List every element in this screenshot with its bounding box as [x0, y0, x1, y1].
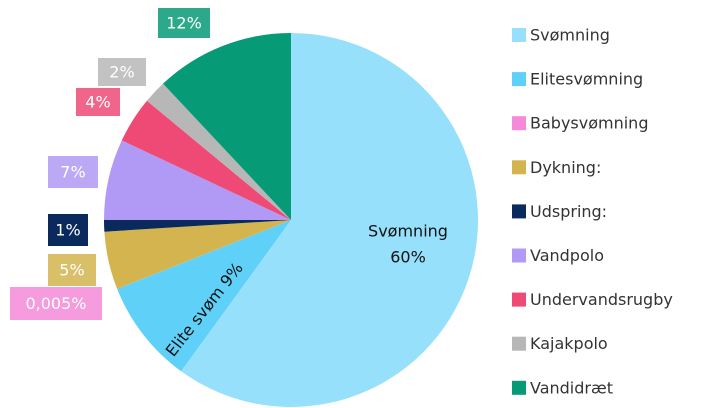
data-label: 12% — [166, 14, 202, 33]
legend-label: Elitesvømning — [530, 70, 643, 89]
data-label: 0,005% — [25, 294, 86, 313]
pie-slice — [104, 140, 291, 220]
label-box — [48, 254, 96, 286]
pie-slice — [121, 100, 291, 220]
data-label: 60% — [390, 248, 426, 267]
legend-label: Vandpolo — [530, 246, 604, 265]
legend-swatch — [512, 380, 526, 395]
label-box — [10, 287, 102, 320]
data-label: 7% — [60, 163, 85, 182]
pie-slice — [117, 220, 291, 372]
pie-slice — [117, 220, 291, 289]
legend-label: Kajakpolo — [530, 334, 608, 353]
legend-swatch — [512, 292, 526, 307]
legend-swatch — [512, 248, 526, 263]
label-box — [48, 214, 88, 246]
pie-slice — [162, 33, 291, 220]
legend-swatch — [512, 72, 526, 87]
data-label: 5% — [59, 261, 84, 280]
legend-swatch — [512, 28, 526, 42]
label-box — [98, 58, 146, 86]
legend-label: Babysvømning — [530, 114, 648, 133]
legend-swatch — [512, 336, 526, 351]
legend-swatch — [512, 160, 526, 175]
label-box — [48, 156, 98, 188]
legend-swatch — [512, 116, 526, 131]
data-label: 1% — [55, 221, 80, 240]
pie-slice — [146, 83, 291, 220]
legend-label: Svømning — [530, 26, 610, 45]
pie-slice — [181, 33, 478, 408]
label-box — [158, 8, 210, 38]
legend-label: Vandidræt — [530, 378, 613, 397]
label-box — [76, 88, 120, 116]
legend-label: Dykning: — [530, 158, 601, 177]
legend-swatch — [512, 204, 526, 219]
pie-slice — [104, 220, 291, 289]
legend-label: Undervandsrugby — [530, 290, 673, 309]
slice-name: Svømning — [368, 222, 448, 241]
data-label: 4% — [85, 93, 110, 112]
pie-slice — [104, 219, 291, 232]
data-label: 2% — [109, 63, 134, 82]
legend-label: Udspring: — [530, 202, 607, 221]
